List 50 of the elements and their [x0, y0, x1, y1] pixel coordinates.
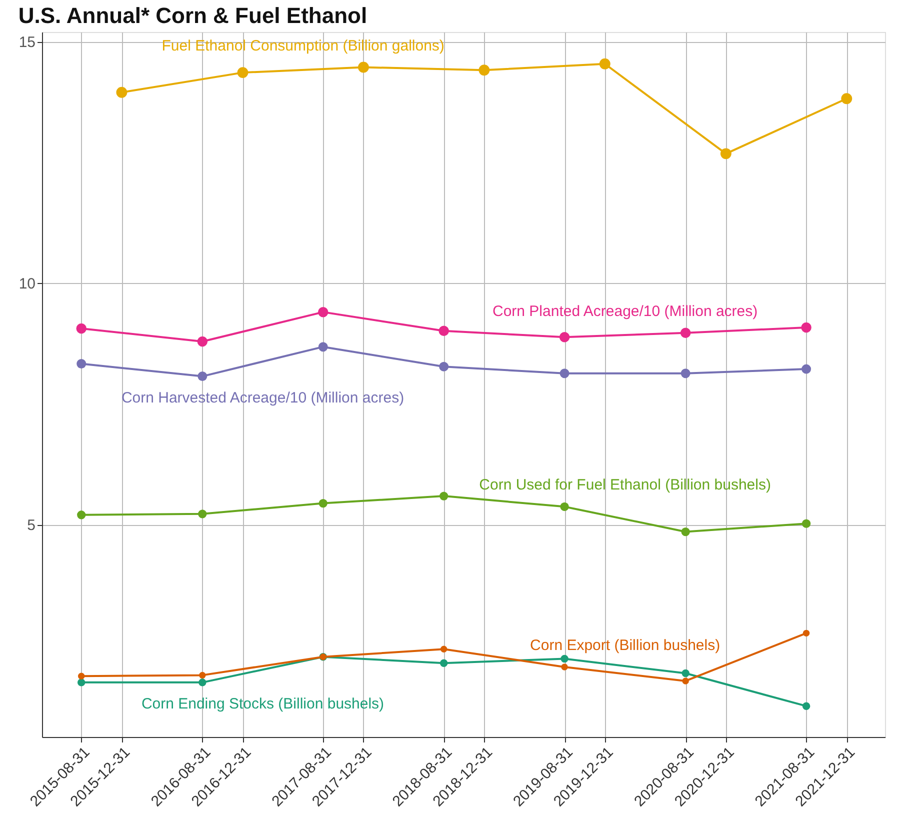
point — [802, 630, 810, 637]
series-label: Corn Export (Billion bushels) — [530, 636, 720, 654]
point — [682, 669, 690, 678]
series-label: Corn Used for Fuel Ethanol (Billion bushels) — [479, 476, 771, 494]
point — [76, 323, 86, 334]
point — [76, 359, 86, 368]
point — [682, 678, 689, 684]
point — [440, 646, 448, 652]
point — [199, 672, 206, 679]
point — [116, 86, 128, 98]
y-tick-label: 15 — [18, 34, 36, 52]
point — [318, 306, 328, 318]
point — [560, 654, 568, 663]
point — [77, 510, 86, 520]
point — [318, 498, 328, 508]
series-label: Corn Harvested Acreage/10 (Million acres) — [121, 389, 404, 406]
point — [78, 672, 85, 680]
point — [198, 678, 206, 686]
point — [802, 364, 812, 374]
point — [680, 328, 691, 338]
point — [439, 362, 449, 372]
point — [198, 510, 207, 518]
point — [560, 502, 569, 511]
series-label: Fuel Ethanol Consumption (Billion gallons) — [162, 37, 444, 54]
point — [801, 322, 812, 333]
point — [198, 372, 208, 382]
chart-title: U.S. Annual* Corn & Fuel Ethanol — [18, 3, 368, 28]
point — [680, 368, 690, 378]
point — [318, 342, 328, 352]
point — [559, 332, 570, 342]
point — [237, 67, 248, 78]
point — [440, 659, 448, 667]
point — [478, 64, 490, 76]
point — [439, 492, 448, 500]
y-tick-label: 5 — [27, 517, 36, 534]
point — [561, 664, 568, 670]
y-tick-label: 10 — [18, 276, 36, 293]
point — [681, 527, 690, 536]
series-label: Corn Ending Stocks (Billion bushels) — [141, 695, 384, 712]
point — [599, 58, 610, 70]
series-label: Corn Planted Acreage/10 (Million acres) — [492, 302, 758, 320]
point — [841, 93, 852, 104]
point — [197, 336, 208, 347]
point — [560, 368, 570, 378]
point — [77, 678, 86, 686]
point — [802, 702, 810, 710]
point — [720, 148, 732, 160]
point — [358, 62, 369, 73]
point — [438, 326, 449, 336]
point — [802, 519, 811, 528]
